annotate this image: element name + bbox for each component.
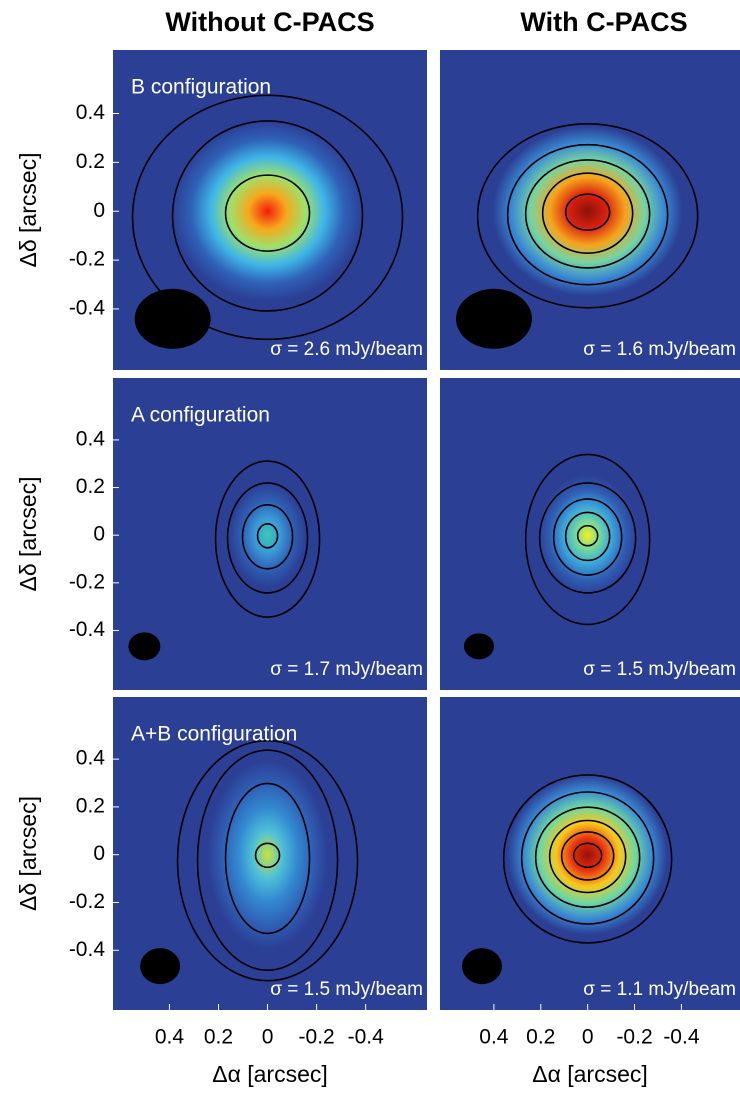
sigma-annotation: σ = 2.6 mJy/beam [270, 339, 423, 360]
panel: A configuration σ = 1.7 mJy/beam [113, 378, 427, 690]
panel: σ = 1.5 mJy/beam [440, 378, 740, 690]
column-title: With C-PACS [520, 7, 687, 37]
x-tick-label: -0.4 [348, 1026, 385, 1049]
sigma-annotation: σ = 1.1 mJy/beam [583, 979, 736, 1000]
contour [538, 482, 637, 594]
panel-title: B configuration [131, 76, 271, 99]
beam [140, 948, 181, 985]
contour [254, 842, 281, 869]
contour [560, 831, 615, 881]
contour [214, 460, 321, 618]
y-tick-label: -0.2 [69, 248, 105, 271]
contour [534, 806, 641, 908]
contour [502, 774, 673, 944]
y-tick-label: 0.2 [76, 150, 105, 173]
panel: σ = 1.1 mJy/beam [440, 697, 740, 1010]
panel: A+B configuration σ = 1.5 mJy/beam [113, 697, 427, 1010]
x-tick-label: 0.2 [204, 1026, 233, 1049]
emission [537, 475, 638, 596]
y-tick-label: -0.4 [69, 618, 106, 641]
y-tick-label: 0.2 [76, 794, 105, 817]
contour [506, 143, 669, 286]
sigma-annotation: σ = 1.5 mJy/beam [270, 979, 423, 1000]
y-tick-label: 0 [93, 523, 105, 546]
emission [229, 483, 306, 588]
emission [172, 121, 363, 302]
beam [128, 632, 161, 661]
beam [456, 288, 532, 349]
emission [507, 774, 668, 935]
y-tick-label: 0 [93, 199, 105, 222]
contour [572, 842, 603, 869]
sigma-annotation: σ = 1.7 mJy/beam [270, 659, 423, 680]
contour [520, 791, 655, 925]
y-tick-label: -0.2 [69, 570, 105, 593]
x-tick-label: -0.2 [299, 1026, 335, 1049]
y-axis-label: Δδ [arcsec] [15, 476, 41, 591]
y-tick-label: 0.4 [76, 427, 106, 450]
contour [564, 193, 611, 231]
x-axis-label: Δα [arcsec] [212, 1061, 328, 1087]
contour [548, 819, 627, 894]
contour [224, 782, 311, 935]
sigma-annotation: σ = 1.6 mJy/beam [583, 339, 736, 360]
contour [524, 453, 651, 626]
contour [576, 524, 599, 547]
x-tick-label: 0 [582, 1026, 594, 1049]
sigma-annotation: σ = 1.5 mJy/beam [583, 659, 736, 680]
contour [131, 94, 404, 341]
y-axis-label: Δδ [arcsec] [15, 796, 41, 911]
y-axis-label: Δδ [arcsec] [15, 152, 41, 267]
panel: B configuration σ = 2.6 mJy/beam [113, 50, 427, 370]
contour [541, 172, 634, 255]
emission [492, 126, 683, 297]
x-axis-label: Δα [arcsec] [532, 1061, 648, 1087]
y-tick-label: -0.4 [69, 296, 106, 319]
x-tick-label: 0.4 [155, 1026, 185, 1049]
contour [476, 123, 699, 309]
beam [462, 948, 502, 985]
y-tick-label: 0.2 [76, 475, 105, 498]
contour [171, 120, 364, 312]
column-title: Without C-PACS [165, 7, 374, 37]
panel: σ = 1.6 mJy/beam [440, 50, 740, 370]
contour [241, 503, 294, 570]
contour [176, 739, 359, 982]
panel-title: A+B configuration [131, 723, 297, 746]
beam [134, 288, 211, 349]
x-tick-label: -0.4 [663, 1026, 700, 1049]
y-tick-label: -0.2 [69, 890, 105, 913]
y-tick-label: -0.4 [69, 938, 106, 961]
panel-title: A configuration [131, 404, 270, 427]
y-tick-label: 0.4 [76, 747, 106, 770]
x-tick-label: 0 [262, 1026, 274, 1049]
contour [196, 749, 339, 971]
x-tick-label: 0.4 [479, 1026, 509, 1049]
contour [564, 511, 611, 562]
y-tick-label: 0 [93, 842, 105, 865]
contour [552, 498, 623, 576]
y-tick-label: 0.4 [76, 101, 106, 124]
x-tick-label: 0.2 [526, 1026, 555, 1049]
beam [464, 633, 494, 660]
contour [524, 159, 651, 269]
contour [226, 482, 309, 594]
contour [224, 174, 311, 252]
contour [256, 522, 279, 549]
x-tick-label: -0.2 [616, 1026, 652, 1049]
